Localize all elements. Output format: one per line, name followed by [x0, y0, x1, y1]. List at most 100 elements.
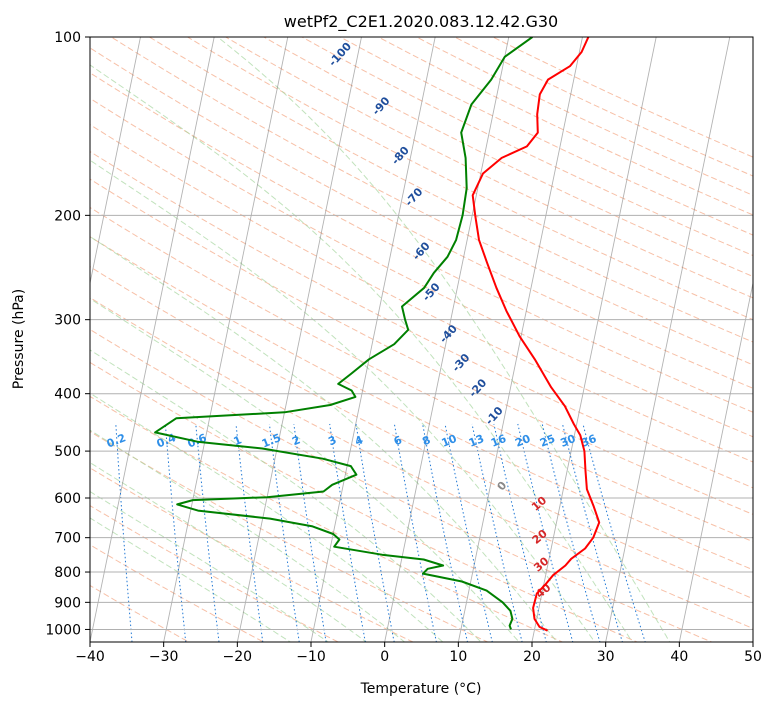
moist-adiabat: [90, 517, 292, 642]
x-tick-label: −30: [149, 649, 179, 665]
y-tick-label: 700: [54, 531, 81, 547]
moist-adiabat: [90, 462, 368, 642]
x-tick-label: 20: [523, 649, 541, 665]
x-tick-label: 40: [670, 649, 688, 665]
isotherm: [90, 37, 215, 642]
background-labels: 0.1 0.2 0.4 0.6 1 1.5 2 3 4 6 8 10 13 16 20 25 30 36-100-…: [105, 40, 599, 601]
moist-adiabat-label: -100: [326, 40, 354, 69]
dry-adiabat: [110, 37, 753, 366]
isotherm: [310, 37, 436, 642]
moist-adiabat-label: -20: [466, 376, 489, 400]
dry-adiabat-label: 30: [531, 554, 551, 574]
mixing-ratio-label: 8: [420, 433, 432, 448]
mixing-ratio-label: 36: [579, 432, 598, 450]
moist-adiabat: [90, 297, 520, 642]
mixing-ratio-line: [293, 423, 327, 642]
mixing-ratio-label: 13: [467, 432, 486, 450]
mixing-ratio-label: 1: [232, 433, 244, 448]
moist-adiabat: [90, 159, 596, 642]
y-tick-label: 500: [54, 444, 81, 460]
moist-adiabat: [90, 490, 330, 642]
dry-adiabat: [90, 72, 753, 413]
moist-adiabat: [216, 37, 671, 642]
y-tick-label: 600: [54, 491, 81, 507]
y-tick-label: 900: [54, 595, 81, 611]
mixing-ratio-line: [444, 423, 493, 642]
dry-adiabat: [90, 206, 753, 543]
y-axis-label: Pressure (hPa): [11, 289, 27, 389]
mixing-ratio-line: [355, 423, 395, 642]
mixing-ratio-line: [517, 423, 574, 642]
plot-frame: [89, 36, 754, 643]
mixing-ratio-label: 20: [513, 432, 532, 450]
dry-adiabat: [300, 37, 753, 257]
isotherm: [752, 639, 753, 642]
mixing-ratio-label: 25: [538, 432, 557, 450]
x-tick-label: −40: [75, 649, 105, 665]
moist-adiabat: [90, 235, 558, 642]
dry-adiabat-label: 10: [529, 494, 549, 514]
isotherm: [163, 37, 289, 642]
mixing-ratio-line: [562, 423, 623, 642]
dry-adiabat: [90, 150, 753, 489]
x-tick-label: 10: [449, 649, 467, 665]
mixing-ratio-line: [268, 423, 300, 642]
mixing-ratio-label: 1.5: [260, 431, 283, 450]
x-axis-label: Temperature (°C): [360, 681, 482, 697]
moist-adiabat-label: -10: [483, 404, 506, 428]
moist-adiabat-label: -70: [403, 185, 426, 209]
dry-adiabat: [90, 505, 340, 642]
dry-adiabat: [90, 97, 753, 438]
moist-adiabat: [90, 349, 482, 642]
moist-adiabat-label: -90: [370, 94, 393, 118]
dry-adiabat: [90, 328, 714, 642]
temperature-profile: [471, 37, 601, 632]
moist-adiabat-label: -60: [410, 239, 433, 263]
dry-adiabat: [90, 430, 489, 642]
mixing-ratio-line: [393, 423, 437, 642]
isotherm: [605, 37, 731, 642]
isotherm: [90, 37, 141, 286]
moist-adiabat-label: -30: [450, 351, 473, 375]
mixing-ratio-line: [541, 423, 601, 642]
dry-adiabat-label: 20: [530, 527, 550, 547]
x-tick-label: −20: [223, 649, 253, 665]
mixing-ratio-label: 16: [489, 432, 508, 450]
dry-adiabat: [90, 178, 753, 515]
moist-adiabat: [90, 64, 633, 642]
moist-adiabat-label: -40: [437, 322, 460, 346]
x-tick-label: −10: [296, 649, 326, 665]
moist-adiabat: [90, 392, 444, 642]
dry-adiabat: [453, 37, 753, 177]
y-tick-label: 1000: [45, 622, 81, 638]
mixing-ratio-label: 6: [392, 433, 404, 448]
y-tick-label: 400: [54, 387, 81, 403]
isotherm: [384, 37, 510, 642]
dry-adiabat: [90, 544, 265, 642]
dry-adiabat: [224, 37, 753, 299]
mixing-ratio-line: [493, 423, 547, 642]
dry-adiabat: [90, 584, 190, 642]
dry-adiabat: [262, 37, 753, 278]
x-tick-label: 0: [380, 649, 389, 665]
mixing-ratio-line: [329, 423, 366, 642]
dry-adiabat: [90, 297, 753, 629]
mixing-ratio-line: [471, 423, 523, 642]
profile-lines: [154, 37, 601, 632]
dry-adiabat: [90, 266, 753, 600]
chart-title: wetPf2_C2E1.2020.083.12.42.G30: [284, 12, 558, 32]
mixing-ratio-label: 10: [440, 432, 459, 450]
dry-adiabat: [90, 124, 753, 463]
mixing-ratio-line: [195, 423, 220, 642]
dry-adiabat: [90, 361, 639, 642]
x-tick-label: 30: [597, 649, 615, 665]
moist-adiabat-label: -80: [389, 144, 412, 168]
dry-adiabat: [90, 395, 564, 642]
dry-adiabat: [148, 37, 753, 343]
y-tick-label: 300: [54, 313, 81, 329]
dewpoint-profile: [154, 37, 533, 630]
y-axis: 100 200 300 400 500 600 700 800 900 1000: [45, 30, 90, 638]
mixing-ratio-label: 0.2: [105, 431, 128, 450]
mixing-ratio-line: [422, 423, 469, 642]
